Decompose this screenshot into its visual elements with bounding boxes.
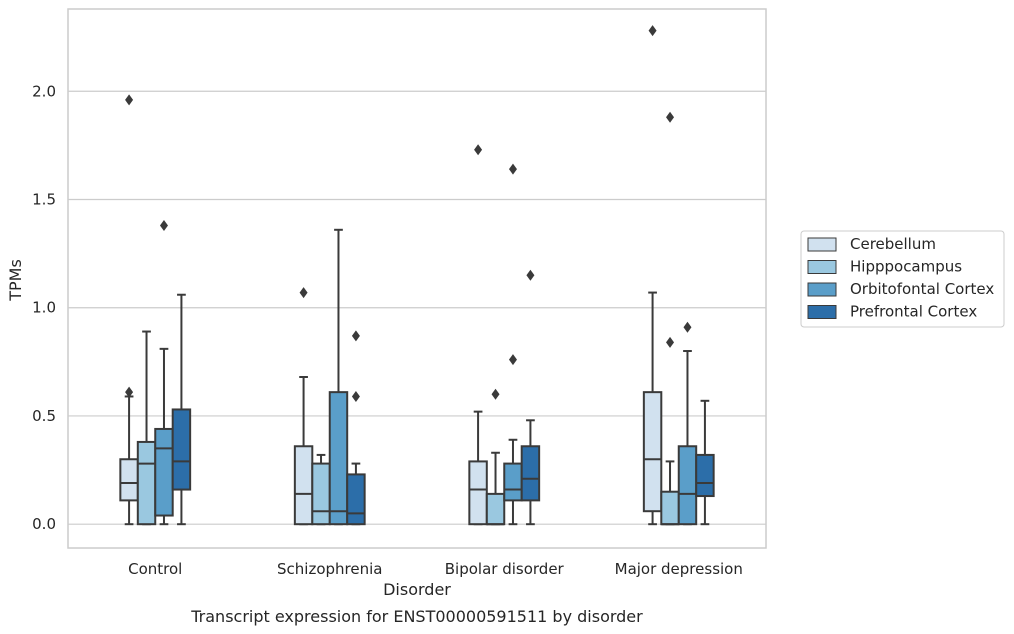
- outlier-point: [683, 321, 692, 333]
- outlier-point: [508, 354, 517, 366]
- legend-swatch: [807, 282, 837, 297]
- box: [311, 462, 331, 526]
- box-group: [171, 293, 192, 526]
- box: [660, 490, 680, 526]
- outlier-point: [666, 111, 675, 123]
- y-tick-label: 2.0: [32, 82, 56, 100]
- x-tick-label: Schizophrenia: [277, 560, 382, 578]
- outlier-point: [125, 94, 134, 106]
- y-tick-label: 1.0: [32, 299, 56, 317]
- outlier-point: [351, 330, 360, 342]
- box: [468, 460, 488, 526]
- boxes: [119, 25, 715, 526]
- legend-swatch: [807, 237, 837, 252]
- box: [485, 492, 506, 526]
- box-group: [642, 25, 663, 526]
- box-group: [346, 330, 366, 526]
- box-group: [485, 388, 506, 526]
- outlier-point: [474, 144, 483, 156]
- x-tick-label: Bipolar disorder: [445, 560, 565, 578]
- outlier-point: [299, 287, 308, 299]
- box-group: [328, 228, 349, 526]
- y-axis-label: TPMs: [6, 259, 25, 302]
- x-axis-ticks: Control Schizophrenia Bipolar disorder Majo…: [128, 560, 743, 578]
- y-tick-label: 1.5: [32, 190, 56, 208]
- box-group: [136, 330, 157, 526]
- legend: Cerebellum Hipppocampus Orbitofontal Corte…: [800, 230, 1005, 328]
- legend-frame: [800, 230, 1005, 328]
- box: [346, 473, 366, 526]
- box: [154, 427, 174, 517]
- box: [677, 445, 698, 526]
- y-tick-label: 0.5: [32, 407, 56, 425]
- legend-swatch: [807, 305, 837, 319]
- plot-area: [67, 8, 767, 549]
- box: [520, 445, 541, 502]
- outlier-point: [508, 163, 517, 175]
- x-tick-label: Major depression: [615, 560, 743, 578]
- y-tick-label: 0.0: [32, 515, 56, 533]
- outlier-point: [125, 386, 134, 398]
- x-tick-label: Control: [128, 560, 182, 578]
- box-group: [293, 287, 314, 526]
- legend-label: Orbitofontal Cortex: [850, 280, 994, 298]
- chart-title: Transcript expression for ENST0000059151…: [190, 607, 643, 626]
- legend-label: Cerebellum: [850, 235, 936, 253]
- outlier-point: [351, 390, 360, 402]
- outlier-point: [159, 219, 168, 231]
- legend-label: Hipppocampus: [850, 258, 962, 276]
- box: [119, 458, 139, 502]
- box-group: [520, 269, 541, 526]
- box: [642, 391, 663, 513]
- outlier-point: [648, 25, 657, 37]
- box: [136, 440, 157, 526]
- box-group: [677, 321, 698, 526]
- box-group: [154, 219, 174, 526]
- y-axis-ticks: 0.0 0.5 1.0 1.5 2.0: [32, 82, 56, 533]
- box-group: [119, 94, 139, 526]
- box: [695, 453, 715, 498]
- box-group: [468, 144, 488, 526]
- legend-label: Prefrontal Cortex: [850, 303, 977, 321]
- box: [293, 445, 314, 526]
- x-axis-label: Disorder: [383, 580, 451, 599]
- box-group: [503, 163, 523, 526]
- box-group: [695, 399, 715, 526]
- box: [328, 391, 349, 526]
- box: [503, 462, 523, 502]
- legend-swatch: [807, 260, 837, 274]
- box-group: [311, 453, 331, 526]
- outlier-point: [526, 269, 535, 281]
- outlier-point: [666, 336, 675, 348]
- box: [171, 408, 192, 491]
- outlier-point: [491, 388, 500, 400]
- box-group: [660, 111, 680, 526]
